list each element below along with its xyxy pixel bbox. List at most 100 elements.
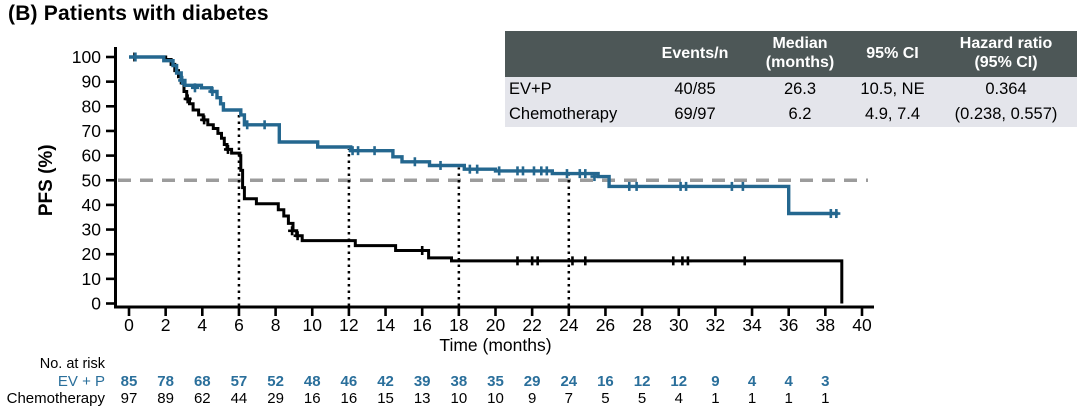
risk-count: 29 (524, 373, 541, 390)
risk-count: 12 (634, 373, 651, 390)
x-tick-label: 32 (706, 315, 725, 335)
risk-count: 4 (675, 390, 683, 407)
risk-count: 57 (231, 373, 248, 390)
x-tick-label: 20 (486, 315, 506, 335)
y-axis-ticks: 0 10 20 30 40 50 60 70 80 90 100 (72, 47, 114, 314)
x-axis-title: Time (months) (439, 335, 551, 355)
risk-count: 24 (560, 373, 577, 390)
y-axis-title: PFS (%) (36, 144, 57, 216)
risk-count: 16 (304, 390, 321, 407)
risk-count: 1 (711, 390, 719, 407)
risk-row-label-evp: EV + P (58, 373, 105, 390)
landmark-dotted-lines (237, 111, 571, 306)
x-tick-label: 40 (852, 315, 872, 335)
risk-count: 46 (341, 373, 358, 390)
x-tick-label: 14 (376, 315, 396, 335)
risk-count: 78 (157, 373, 174, 390)
x-tick-label: 12 (339, 315, 358, 335)
x-tick-label: 2 (161, 315, 171, 335)
risk-count: 13 (414, 390, 431, 407)
risk-count: 4 (785, 373, 794, 390)
evp-curve-group (129, 52, 841, 219)
stats-row-evp: EV+P 40/85 26.3 10.5, NE 0.364 (505, 77, 1077, 102)
x-tick-label: 24 (559, 315, 579, 335)
risk-table-caption: No. at risk (40, 356, 106, 372)
x-tick-label: 28 (632, 315, 651, 335)
y-tick-label: 90 (82, 72, 102, 92)
risk-count: 5 (638, 390, 646, 407)
y-tick-label: 20 (82, 244, 102, 264)
axes (114, 47, 874, 309)
risk-count: 39 (414, 373, 431, 390)
x-tick-label: 26 (596, 315, 615, 335)
y-tick-label: 10 (82, 269, 102, 289)
risk-count: 3 (821, 373, 829, 390)
stats-cell: EV+P (505, 77, 640, 102)
stats-cell: 0.364 (935, 77, 1077, 102)
risk-count: 10 (451, 390, 468, 407)
stats-cell: 40/85 (640, 77, 750, 102)
x-tick-label: 4 (197, 315, 207, 335)
stats-cell: Chemotherapy (505, 102, 640, 127)
stats-col-header-3: 95% CI (850, 31, 935, 77)
y-tick-label: 50 (82, 170, 102, 190)
x-tick-label: 18 (449, 315, 468, 335)
x-tick-label: 22 (522, 315, 541, 335)
x-tick-label: 8 (271, 315, 281, 335)
stats-col-header-0 (505, 31, 640, 77)
risk-count: 16 (597, 373, 614, 390)
stats-cell: 26.3 (750, 77, 850, 102)
risk-count: 52 (267, 373, 284, 390)
risk-count: 38 (451, 373, 468, 390)
y-tick-label: 40 (82, 195, 102, 215)
risk-count: 9 (528, 390, 536, 407)
stats-col-header-1: Events/n (640, 31, 750, 77)
stats-col-header-2: Median (months) (750, 31, 850, 77)
risk-count: 1 (821, 390, 829, 407)
stats-cell: 6.2 (750, 102, 850, 127)
stats-row-chemotherapy: Chemotherapy 69/97 6.2 4.9, 7.4 (0.238, 0.55… (505, 102, 1077, 127)
x-tick-label: 36 (779, 315, 798, 335)
x-tick-label: 0 (124, 315, 134, 335)
stats-cell: 4.9, 7.4 (850, 102, 935, 127)
risk-count: 44 (231, 390, 248, 407)
x-tick-label: 38 (816, 315, 835, 335)
risk-count: 85 (121, 373, 138, 390)
risk-count: 16 (341, 390, 358, 407)
risk-count: 89 (157, 390, 174, 407)
risk-count: 5 (601, 390, 609, 407)
x-tick-label: 30 (669, 315, 689, 335)
risk-count: 1 (785, 390, 793, 407)
stats-cell: 10.5, NE (850, 77, 935, 102)
risk-count: 4 (748, 373, 757, 390)
stats-cell: 69/97 (640, 102, 750, 127)
x-tick-label: 34 (742, 315, 762, 335)
y-tick-label: 60 (82, 146, 102, 166)
risk-count: 15 (377, 390, 394, 407)
risk-count: 7 (565, 390, 573, 407)
x-tick-label: 16 (412, 315, 431, 335)
y-tick-label: 80 (82, 96, 102, 116)
summary-stats-table: Events/n Median (months) 95% CI Hazard rati… (505, 31, 1077, 127)
risk-count: 48 (304, 373, 321, 390)
risk-count: 10 (487, 390, 504, 407)
risk-count: 35 (487, 373, 504, 390)
risk-row-label-chemotherapy: Chemotherapy (7, 390, 106, 407)
x-tick-label: 10 (303, 315, 323, 335)
risk-count: 97 (121, 390, 138, 407)
risk-count: 1 (748, 390, 756, 407)
stats-col-header-4: Hazard ratio (95% CI) (935, 31, 1077, 77)
x-axis-ticks: 0 2 4 6 8 10 12 14 16 18 20 22 24 26 28 30 32 34 36 38 40 (124, 308, 872, 335)
risk-count: 42 (377, 373, 394, 390)
figure-title: (B) Patients with diabetes (8, 2, 269, 25)
y-tick-label: 0 (91, 294, 101, 314)
risk-count: 9 (711, 373, 719, 390)
risk-count: 68 (194, 373, 211, 390)
stats-table-header-row: Events/n Median (months) 95% CI Hazard rati… (505, 31, 1077, 77)
risk-count: 12 (670, 373, 687, 390)
x-tick-label: 6 (234, 315, 244, 335)
y-tick-label: 100 (72, 47, 101, 67)
